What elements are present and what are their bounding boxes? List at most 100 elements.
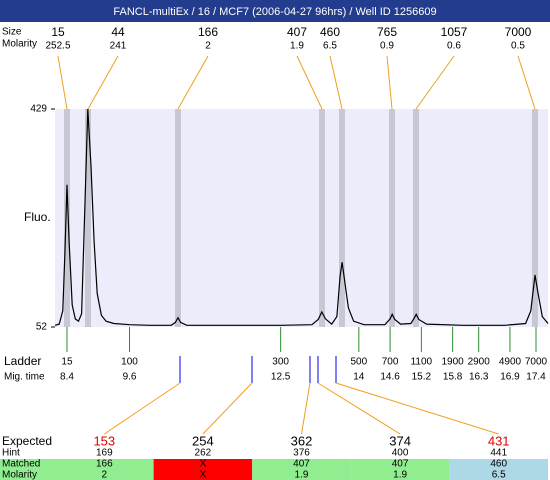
match-cell bbox=[449, 459, 548, 480]
size-label: Size bbox=[2, 27, 22, 38]
ladder-size: 1100 bbox=[411, 357, 433, 368]
match-cell bbox=[55, 459, 154, 480]
peak-molarity: 0.9 bbox=[380, 41, 394, 52]
peak-connector bbox=[329, 55, 343, 110]
expected-connector bbox=[104, 382, 181, 435]
peak-molarity: 0.5 bbox=[511, 41, 525, 52]
expected-value: 254 bbox=[192, 433, 214, 448]
molarity-label: Molarity bbox=[2, 39, 37, 50]
matched-value: 460 bbox=[490, 459, 507, 470]
ladder-mig-time: 9.6 bbox=[123, 372, 137, 383]
mig-time-label: Mig. time bbox=[4, 372, 45, 383]
ladder-size: 7000 bbox=[525, 357, 548, 368]
peak-size: 7000 bbox=[505, 25, 532, 39]
ladder-mig-time: 15.2 bbox=[412, 372, 432, 383]
peak-band bbox=[339, 109, 345, 327]
trace bbox=[54, 108, 549, 326]
peak-size: 407 bbox=[287, 25, 307, 39]
peak-size: 166 bbox=[198, 25, 218, 39]
matched-value: 407 bbox=[293, 459, 310, 470]
peak-molarity: 241 bbox=[110, 41, 127, 52]
peak-molarity: 6.5 bbox=[323, 41, 337, 52]
ladder-size: 700 bbox=[382, 357, 399, 368]
row-label: Matched bbox=[2, 459, 40, 470]
peak-band bbox=[175, 109, 181, 327]
peak-size: 44 bbox=[111, 25, 125, 39]
ladder-mig-time: 14.6 bbox=[380, 372, 400, 383]
ladder-size: 500 bbox=[350, 357, 367, 368]
peak-band bbox=[64, 109, 70, 327]
plot-area bbox=[55, 109, 548, 327]
peak-size: 15 bbox=[51, 25, 65, 39]
hint-value: 262 bbox=[195, 448, 212, 459]
peak-band bbox=[532, 109, 538, 327]
hint-value: 376 bbox=[293, 448, 310, 459]
molarity-value: 1.9 bbox=[393, 470, 407, 480]
hint-value: 441 bbox=[490, 448, 507, 459]
y-tick-label: 429 bbox=[30, 104, 47, 115]
peak-connector bbox=[177, 55, 209, 110]
ladder-mig-time: 16.9 bbox=[500, 372, 520, 383]
peak-size: 460 bbox=[320, 25, 340, 39]
y-axis-label: Fluo. bbox=[24, 210, 51, 224]
hint-value: 169 bbox=[96, 448, 113, 459]
expected-value: 153 bbox=[93, 433, 115, 448]
peak-connector bbox=[386, 55, 393, 110]
peak-molarity: 252.5 bbox=[45, 41, 70, 52]
peak-band bbox=[389, 109, 395, 327]
match-cell bbox=[350, 459, 450, 480]
expected-value: 362 bbox=[291, 433, 313, 448]
molarity-value: 2 bbox=[102, 470, 108, 480]
title-bar bbox=[0, 0, 550, 22]
ladder-size: 100 bbox=[121, 357, 138, 368]
peak-connector bbox=[517, 55, 536, 110]
peak-band bbox=[319, 109, 325, 327]
ladder-size: 300 bbox=[272, 357, 289, 368]
peak-connector bbox=[87, 55, 119, 110]
peak-connector bbox=[296, 55, 323, 110]
peak-molarity: 0.6 bbox=[447, 41, 461, 52]
ladder-mig-time: 17.4 bbox=[526, 372, 546, 383]
y-tick-label: 52 bbox=[36, 322, 48, 333]
expected-connector bbox=[202, 382, 253, 435]
ladder-size: 15 bbox=[61, 357, 73, 368]
peak-band bbox=[413, 109, 419, 327]
peak-molarity: 2 bbox=[205, 41, 211, 52]
row-label-bg bbox=[0, 459, 55, 480]
row-label: Expected bbox=[2, 434, 52, 448]
row-label: Molarity bbox=[2, 470, 37, 480]
ladder-mig-time: 8.4 bbox=[60, 372, 74, 383]
ladder-mig-time: 15.8 bbox=[443, 372, 463, 383]
match-cell bbox=[153, 459, 253, 480]
expected-connector bbox=[301, 382, 311, 435]
expected-connector bbox=[317, 382, 401, 435]
expected-value: 374 bbox=[389, 433, 411, 448]
peak-connector bbox=[415, 55, 455, 110]
ladder-size: 2900 bbox=[468, 357, 491, 368]
matched-value: X bbox=[200, 459, 207, 470]
title: FANCL-multiEx / 16 / MCF7 (2006-04-27 96… bbox=[113, 6, 436, 18]
peak-band bbox=[85, 109, 91, 327]
ladder-size: 1900 bbox=[442, 357, 465, 368]
molarity-value: 1.9 bbox=[295, 470, 309, 480]
hint-value: 400 bbox=[392, 448, 409, 459]
peak-connector bbox=[57, 55, 68, 110]
peak-size: 765 bbox=[377, 25, 397, 39]
peak-molarity: 1.9 bbox=[290, 41, 304, 52]
row-label: Hint bbox=[2, 448, 20, 459]
ladder-mig-time: 12.5 bbox=[271, 372, 291, 383]
matched-value: 407 bbox=[392, 459, 409, 470]
expected-connector bbox=[335, 382, 499, 435]
ladder-mig-time: 14 bbox=[353, 372, 365, 383]
match-cell bbox=[252, 459, 351, 480]
molarity-value: X bbox=[200, 470, 207, 480]
matched-value: 166 bbox=[96, 459, 113, 470]
peak-size: 1057 bbox=[441, 25, 468, 39]
molarity-value: 6.5 bbox=[492, 470, 506, 480]
expected-value: 431 bbox=[488, 433, 510, 448]
ladder-label: Ladder bbox=[4, 354, 41, 368]
ladder-mig-time: 16.3 bbox=[469, 372, 489, 383]
ladder-size: 4900 bbox=[499, 357, 522, 368]
